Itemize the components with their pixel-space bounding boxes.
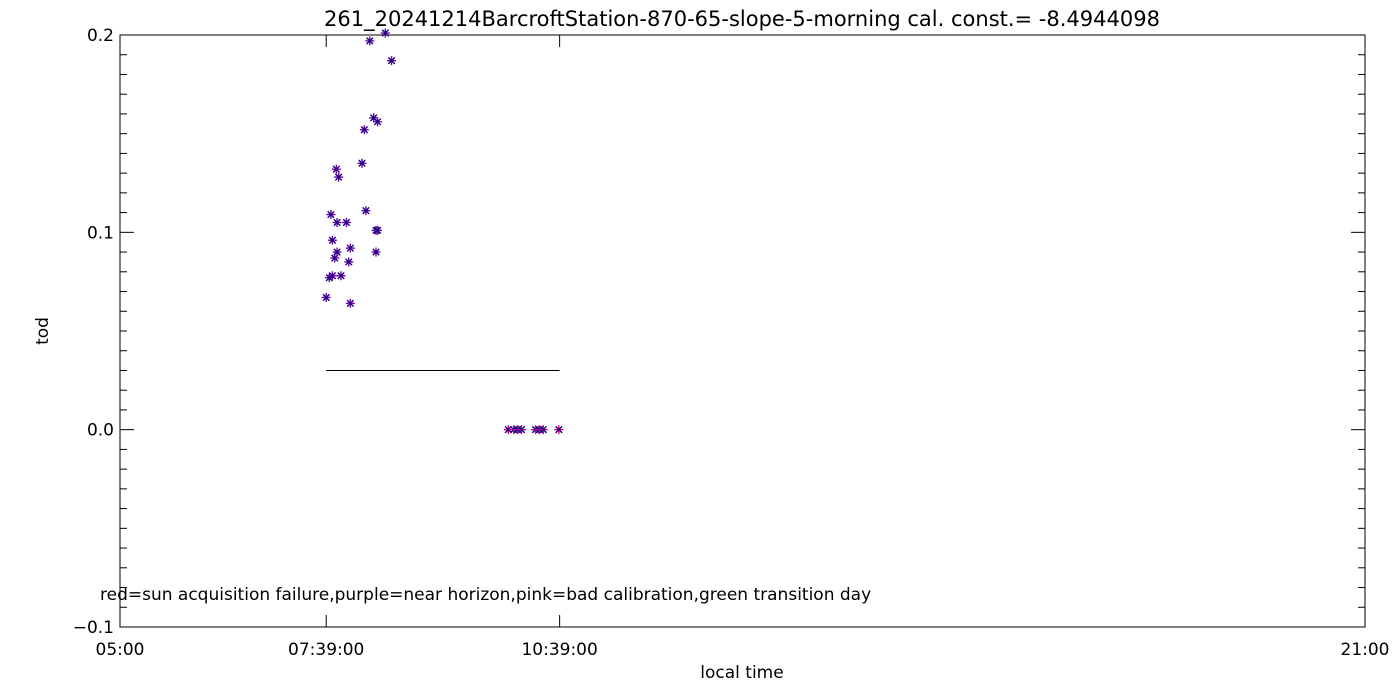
y-tick-label: 0.1 xyxy=(87,223,114,243)
y-axis-label: tod xyxy=(33,317,53,345)
data-point xyxy=(361,206,371,216)
data-point xyxy=(341,217,351,227)
x-axis-label: local time xyxy=(700,663,783,683)
chart-title: 261_20241214BarcroftStation-870-65-slope… xyxy=(324,7,1160,32)
data-point xyxy=(345,298,355,308)
data-point xyxy=(332,217,342,227)
x-tick-labels: 05:00 07:39:00 10:39:00 21:00 xyxy=(96,640,1390,660)
data-point xyxy=(365,36,375,46)
data-point xyxy=(517,425,527,435)
y-tick-label: 0.2 xyxy=(87,26,114,46)
data-point xyxy=(334,172,344,182)
data-point xyxy=(387,56,397,66)
data-point xyxy=(344,257,354,267)
data-point xyxy=(538,425,548,435)
data-point xyxy=(380,28,390,38)
data-point xyxy=(554,425,564,435)
axis-ticks xyxy=(119,34,1366,628)
data-point xyxy=(327,271,337,281)
data-point xyxy=(371,247,381,257)
legend-note: red=sun acquisition failure,purple=near … xyxy=(100,585,871,605)
data-point xyxy=(336,271,346,281)
y-tick-label: −0.1 xyxy=(73,618,114,638)
data-points xyxy=(321,28,564,435)
data-point xyxy=(321,292,331,302)
data-point xyxy=(332,247,342,257)
data-point xyxy=(359,125,369,135)
x-tick-label: 10:39:00 xyxy=(521,640,597,660)
x-tick-label: 07:39:00 xyxy=(288,640,364,660)
y-tick-label: 0.0 xyxy=(87,421,114,441)
x-tick-label: 21:00 xyxy=(1341,640,1390,660)
y-tick-labels: −0.1 0.0 0.1 0.2 xyxy=(73,26,114,638)
data-point xyxy=(345,243,355,253)
x-tick-label: 05:00 xyxy=(96,640,145,660)
data-point xyxy=(357,158,367,168)
data-point xyxy=(503,425,513,435)
data-point xyxy=(326,210,336,220)
data-point xyxy=(373,225,383,235)
data-point xyxy=(327,235,337,245)
plot-frame xyxy=(119,34,1366,628)
data-point xyxy=(373,117,383,127)
data-point xyxy=(331,164,341,174)
